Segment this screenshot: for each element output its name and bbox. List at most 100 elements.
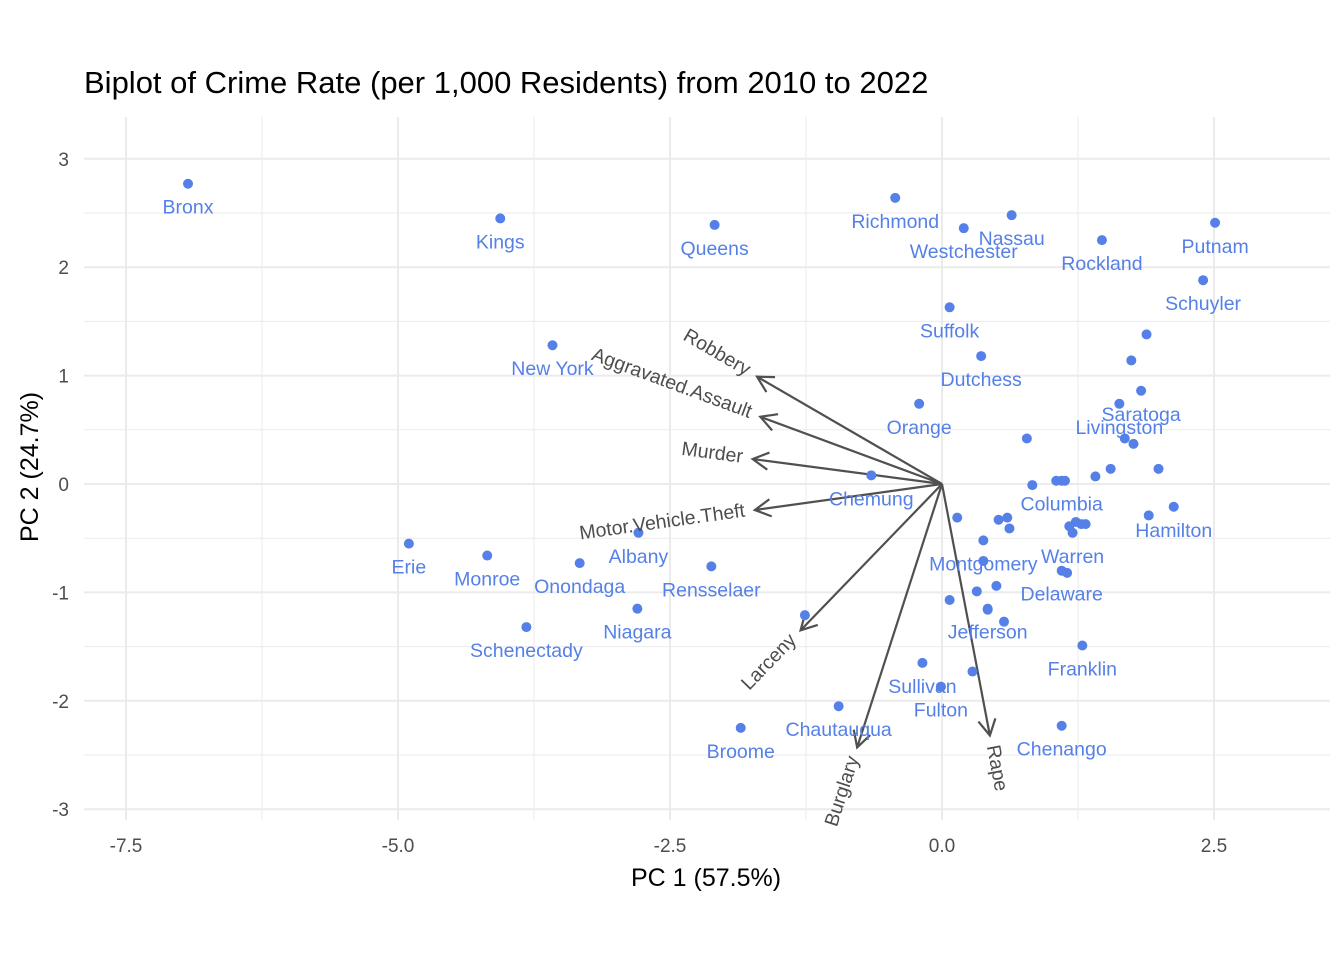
data-point xyxy=(1126,355,1137,366)
loading-arrow-head xyxy=(852,729,871,750)
y-tick-label: 1 xyxy=(58,367,69,388)
data-point xyxy=(1128,438,1139,449)
data-point xyxy=(999,616,1010,627)
data-point xyxy=(914,398,925,409)
data-point xyxy=(709,219,720,230)
loading-label: Murder xyxy=(680,438,745,468)
point-label: Hamilton xyxy=(1135,520,1212,542)
loading-arrow xyxy=(754,482,943,512)
chart-title: Biplot of Crime Rate (per 1,000 Resident… xyxy=(84,65,928,100)
data-point xyxy=(982,604,993,615)
x-tick-label: 2.5 xyxy=(1201,836,1227,857)
point-label: Richmond xyxy=(851,211,939,233)
point-label: Jefferson xyxy=(948,622,1028,644)
point-label: Westchester xyxy=(910,241,1019,263)
point-labels: Bronx Kings Queens Richmond NassauWestcheste… xyxy=(163,197,1249,763)
loading-arrow-head xyxy=(750,451,770,471)
y-tick-label: -1 xyxy=(52,583,69,604)
point-label: Albany xyxy=(609,546,669,568)
data-point xyxy=(1027,480,1038,491)
x-axis-title: PC 1 (57.5%) xyxy=(631,864,781,892)
data-point xyxy=(967,666,978,677)
point-label: Niagara xyxy=(603,622,671,644)
data-point xyxy=(403,538,414,549)
data-point xyxy=(1141,329,1152,340)
loading-arrow-head xyxy=(752,498,773,518)
x-tick-label: 0.0 xyxy=(929,836,955,857)
data-point xyxy=(1090,471,1101,482)
point-label: New York xyxy=(511,358,594,380)
data-point xyxy=(1105,463,1116,474)
data-point xyxy=(574,558,585,569)
axis-ticks: -7.5 -5.0 -2.5 0.0 2.5 -3 -2 -1 0 1 2 3 xyxy=(52,150,1227,857)
y-tick-label: -3 xyxy=(52,800,69,821)
loading-label: Larceny xyxy=(737,629,801,694)
data-point xyxy=(1168,501,1179,512)
data-point xyxy=(1096,235,1107,246)
point-label: Rensselaer xyxy=(662,579,761,601)
data-point xyxy=(1006,210,1017,221)
point-label: Warren xyxy=(1041,546,1104,568)
point-label: Suffolk xyxy=(920,320,980,342)
data-point xyxy=(633,527,644,538)
point-label: Bronx xyxy=(163,197,214,219)
point-label: Columbia xyxy=(1020,494,1103,516)
point-label: Onondaga xyxy=(534,576,625,598)
point-label: Sullivan xyxy=(888,676,956,698)
data-point xyxy=(866,470,877,481)
y-tick-label: 2 xyxy=(58,258,69,279)
loading-label: Rape xyxy=(982,743,1012,793)
data-point xyxy=(1143,510,1154,521)
point-label: Schenectady xyxy=(470,640,583,662)
data-point xyxy=(1080,519,1091,530)
point-label: Putnam xyxy=(1181,236,1248,258)
loading-arrow xyxy=(759,415,943,486)
data-point xyxy=(1153,463,1164,474)
point-label: Queens xyxy=(680,238,749,260)
data-point xyxy=(890,192,901,203)
data-point xyxy=(971,586,982,597)
data-point xyxy=(1021,433,1032,444)
point-label: Erie xyxy=(392,557,427,579)
data-point xyxy=(1064,521,1075,532)
point-label: Chemung xyxy=(829,488,914,510)
point-label: Schuyler xyxy=(1165,293,1241,315)
loading-label: Robbery xyxy=(680,324,755,380)
data-point xyxy=(1114,398,1125,409)
data-point xyxy=(935,681,946,692)
loading-label: Burglary xyxy=(821,753,864,829)
data-point xyxy=(958,223,969,234)
data-point xyxy=(735,722,746,733)
y-axis-title: PC 2 (24.7%) xyxy=(16,392,44,542)
data-point xyxy=(1198,275,1209,286)
loading-arrow-head xyxy=(758,413,779,432)
data-point xyxy=(944,302,955,313)
point-label: Fulton xyxy=(914,700,968,722)
point-label: Chenango xyxy=(1017,739,1107,761)
data-point xyxy=(495,213,506,224)
data-point xyxy=(952,512,963,523)
loading-arrow-head xyxy=(755,375,776,393)
data-point xyxy=(1119,433,1130,444)
data-point xyxy=(1051,475,1062,486)
loading-arrow xyxy=(756,375,943,485)
loading-arrow xyxy=(856,483,944,748)
data-point xyxy=(833,701,844,712)
data-point xyxy=(1062,567,1073,578)
point-label: Monroe xyxy=(454,569,520,591)
point-label: Delaware xyxy=(1020,584,1102,606)
data-point xyxy=(1004,523,1015,534)
data-point xyxy=(1210,217,1221,228)
point-label: Nassau xyxy=(979,228,1045,250)
point-label: Kings xyxy=(476,231,525,253)
point-label: Montgomery xyxy=(929,553,1038,575)
x-tick-label: -7.5 xyxy=(110,836,143,857)
data-point xyxy=(978,555,989,566)
point-label: Dutchess xyxy=(941,369,1023,391)
data-point xyxy=(993,514,1004,525)
point-label: Franklin xyxy=(1048,659,1117,681)
data-point xyxy=(706,561,717,572)
data-point xyxy=(482,550,493,561)
data-points xyxy=(183,178,1221,733)
